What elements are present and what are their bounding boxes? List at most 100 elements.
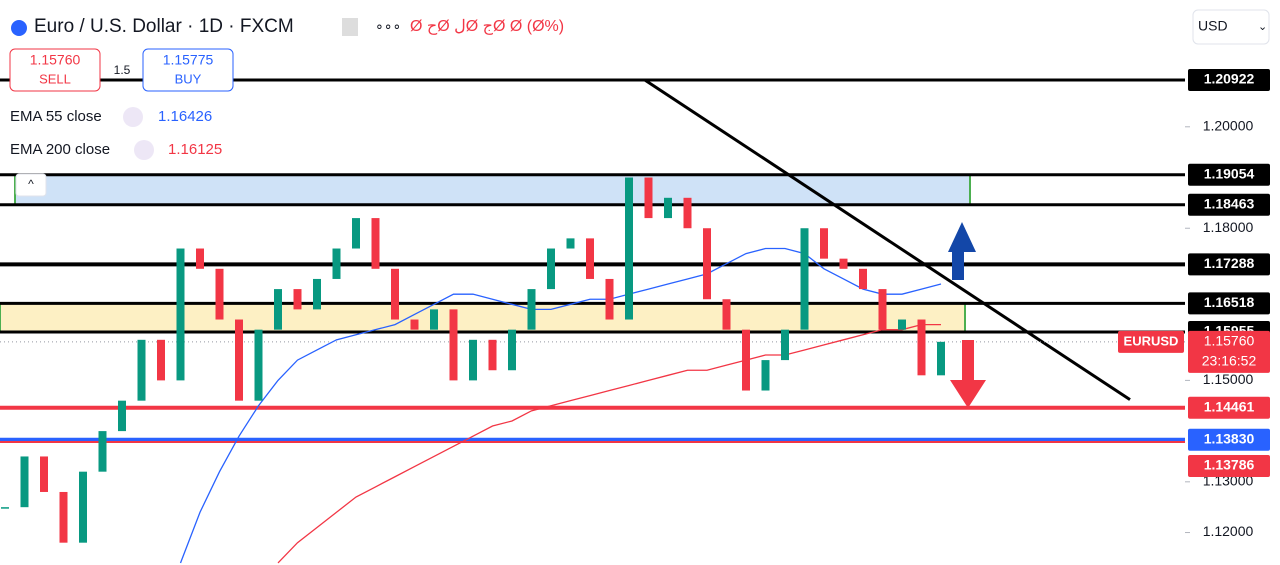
candle [293, 289, 302, 310]
candle [332, 248, 341, 279]
candle [20, 456, 29, 508]
candle [215, 268, 224, 320]
currency: USD [1198, 18, 1228, 34]
candle [98, 431, 107, 472]
candle [781, 329, 789, 361]
level-label: 1.19054 [1204, 165, 1255, 181]
candle [683, 197, 692, 229]
candle [917, 319, 926, 376]
level-label: 1.13786 [1204, 457, 1255, 473]
y-tick-label: 1.20000 [1203, 117, 1254, 133]
spread: 1.5 [114, 63, 131, 77]
candle [800, 228, 809, 330]
candle [586, 238, 594, 279]
candle [40, 456, 48, 492]
up-arrow [948, 222, 976, 280]
sell-price: 1.15760 [30, 52, 81, 68]
candle [625, 177, 633, 320]
candle [703, 228, 711, 300]
ema55-legend: EMA 55 close [10, 108, 102, 125]
candle [859, 268, 867, 290]
trendline [644, 78, 1131, 401]
demand-zone [0, 302, 966, 333]
candle [820, 228, 828, 259]
candle [59, 491, 68, 543]
candle [157, 339, 165, 381]
ema-line [179, 247, 942, 564]
candle [878, 289, 887, 330]
candle [274, 289, 282, 330]
candle [118, 400, 126, 432]
price-change: Ø حØ لØ جØ Ø (Ø%) [410, 18, 564, 35]
candle [449, 309, 458, 381]
down-arrow [950, 340, 986, 408]
level-label-box [1188, 428, 1270, 451]
level-label: 1.13830 [1204, 430, 1255, 446]
candle [547, 248, 555, 290]
ema200-icon [134, 140, 154, 160]
candle [839, 258, 848, 269]
candle [527, 289, 536, 330]
candle [488, 339, 497, 371]
candle [664, 197, 672, 219]
ema55-value: 1.16426 [158, 108, 212, 125]
current-price-label: 1.15760 [1204, 333, 1255, 349]
candle [79, 471, 87, 543]
symbol-icon [11, 20, 27, 36]
level-label-box [1188, 253, 1270, 276]
candle [176, 248, 185, 381]
ema-line [277, 323, 941, 564]
level-label: 1.20922 [1204, 71, 1255, 87]
candle [566, 238, 575, 249]
level-label-box [1188, 454, 1270, 477]
level-label-box [1188, 193, 1270, 216]
candle [722, 299, 731, 330]
collapse-icon: ^ [28, 177, 34, 191]
sell-label: SELL [39, 71, 71, 86]
countdown: 23:16:52 [1202, 353, 1257, 369]
current-price-box [1188, 330, 1270, 373]
symbol-box [1118, 330, 1184, 353]
level-label: 1.16518 [1204, 294, 1255, 310]
candle [410, 319, 419, 330]
candle [1, 507, 9, 509]
candle [254, 329, 263, 401]
candle [352, 218, 360, 249]
dropdown-caret: ⌄ [1258, 21, 1267, 33]
flag-icon [342, 18, 358, 36]
candle [605, 278, 614, 320]
candle [137, 339, 146, 401]
level-label-box [1188, 292, 1270, 315]
y-tick-label: 1.18000 [1203, 219, 1254, 235]
candle [761, 360, 770, 391]
candle [508, 329, 516, 371]
collapse-button[interactable] [15, 173, 47, 197]
level-label: 1.14461 [1204, 398, 1255, 414]
level-label-box [1188, 69, 1270, 92]
ema200-value: 1.16125 [168, 141, 222, 158]
level-label: 1.17288 [1204, 255, 1255, 271]
y-tick-label: 1.15000 [1203, 371, 1254, 387]
ema200-legend: EMA 200 close [10, 141, 110, 158]
candle [235, 319, 243, 401]
candle [644, 177, 653, 219]
level-label-box [1188, 396, 1270, 419]
more-dots: ∘∘∘ [375, 18, 401, 34]
candle [391, 268, 399, 320]
level-label-box [1188, 163, 1270, 186]
currency-button[interactable] [1192, 9, 1270, 45]
candle [469, 339, 477, 381]
sell-button[interactable] [9, 48, 101, 92]
header-bg [3, 8, 408, 44]
candle [430, 309, 438, 330]
symbol-label: EURUSD [1124, 333, 1179, 348]
symbol-title: Euro / U.S. Dollar · 1D · FXCM [34, 16, 294, 37]
buy-button[interactable] [142, 48, 234, 92]
candle [371, 218, 380, 269]
candle [196, 248, 204, 269]
candle [898, 319, 906, 330]
level-label: 1.18463 [1204, 195, 1255, 211]
buy-price: 1.15775 [163, 52, 214, 68]
